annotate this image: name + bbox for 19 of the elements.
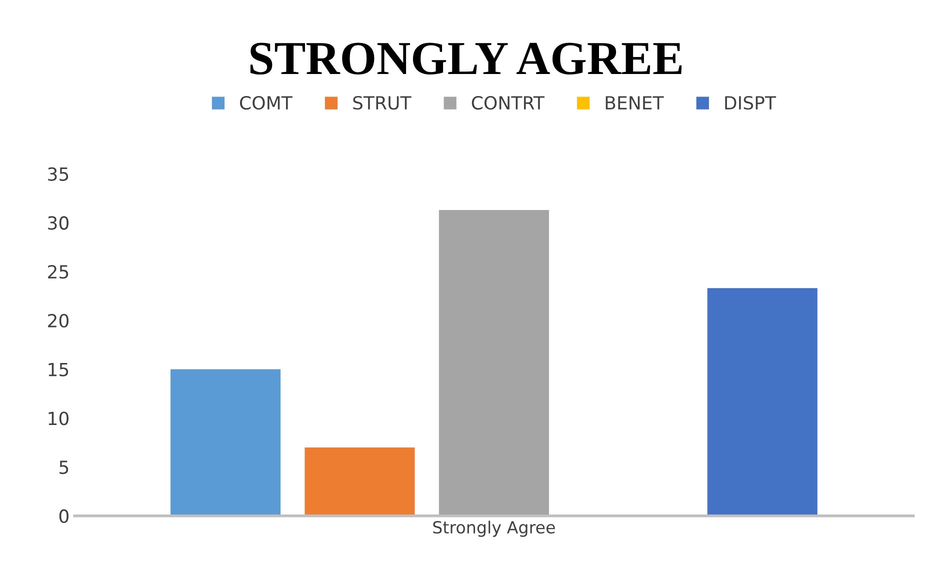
chart-title: STRONGLY AGREE [250, 42, 682, 75]
legend-label: COMT [240, 96, 292, 110]
bar [304, 447, 415, 516]
y-tick-label: 0 [59, 509, 68, 523]
x-tick-label: Strongly Agree [433, 520, 555, 537]
y-tick-label: 30 [48, 216, 68, 230]
y-tick-label: 25 [48, 265, 68, 279]
bar [438, 210, 549, 516]
legend-label: BENET [606, 96, 664, 110]
y-tick-label: 35 [48, 167, 68, 181]
y-tick-label: 5 [60, 460, 68, 474]
y-tick-label: 20 [48, 314, 68, 328]
bar [707, 288, 818, 516]
y-tick-label: 15 [48, 362, 68, 376]
legend-label: STRUT [353, 96, 412, 110]
bar [170, 369, 281, 516]
y-tick-label: 10 [48, 412, 68, 426]
legend-label: CONTRT [472, 96, 545, 110]
legend-label: DISPT [725, 96, 776, 110]
